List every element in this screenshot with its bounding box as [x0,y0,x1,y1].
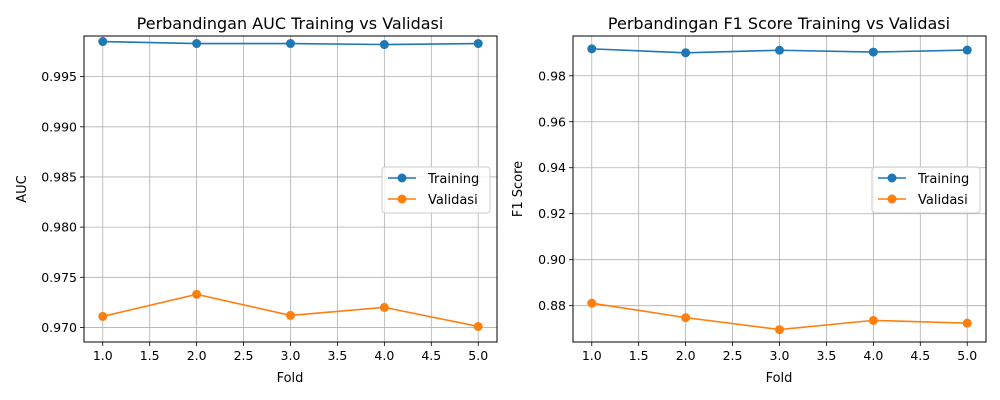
auc-validasi-point [98,311,108,321]
f1-y-tick-label: 0.92 [538,206,566,221]
auc-y-tick-label: 0.990 [41,119,77,134]
f1-series-points [587,44,972,335]
f1-x-tick-label: 3.5 [816,348,836,363]
auc-x-tick-label: 2.0 [187,348,207,363]
auc-x-tick-label: 3.5 [327,348,347,363]
f1-x-tick-label: 2.5 [723,348,743,363]
auc-legend-training-label: Training [427,172,479,187]
f1-x-tick-label: 2.0 [676,348,696,363]
auc-x-tick-label: 2.5 [234,348,254,363]
auc-legend-validasi-label: Validasi [428,193,478,208]
auc-chart: Perbandingan AUC Training vs Validasi 1.… [15,14,498,386]
f1-y-tick-label: 0.90 [538,252,566,267]
f1-y-tick-label: 0.96 [538,114,566,129]
auc-series-points [98,37,483,331]
f1-legend-training-marker [887,173,897,183]
f1-training-point [962,45,972,55]
auc-x-tick-label: 1.5 [140,348,160,363]
f1-x-tick-label: 4.5 [910,348,930,363]
auc-validasi-point [192,289,202,299]
f1-validasi-point [681,313,691,323]
auc-chart-title: Perbandingan AUC Training vs Validasi [137,14,444,33]
f1-x-axis-label: Fold [766,371,793,386]
auc-training-point [379,40,389,50]
f1-legend: Training Validasi [871,166,981,214]
f1-x-ticks: 1.0 1.5 2.0 2.5 3.0 3.5 4.0 4.5 5.0 [582,342,977,363]
auc-x-tick-label: 1.0 [93,348,113,363]
auc-legend-validasi-marker [397,194,407,204]
f1-training-point [681,48,691,58]
auc-y-tick-label: 0.995 [41,69,77,84]
auc-x-tick-label: 3.0 [281,348,301,363]
f1-x-tick-label: 4.0 [863,348,883,363]
f1-y-tick-label: 0.88 [538,298,566,313]
auc-validasi-point [473,321,483,331]
f1-training-point [868,47,878,57]
auc-legend-training-marker [397,173,407,183]
auc-validasi-point [286,310,295,320]
f1-validasi-point [868,315,878,325]
f1-chart-title: Perbandingan F1 Score Training vs Valida… [608,14,950,33]
f1-x-tick-label: 3.0 [770,348,790,363]
f1-validasi-point [962,318,972,328]
auc-x-ticks: 1.0 1.5 2.0 2.5 3.0 3.5 4.0 4.5 5.0 [93,342,488,363]
f1-y-axis-label: F1 Score [511,161,526,217]
auc-training-point [192,39,202,49]
auc-x-tick-label: 4.0 [374,348,394,363]
auc-y-tick-label: 0.980 [41,220,77,235]
f1-y-tick-label: 0.98 [538,68,566,83]
f1-x-tick-label: 5.0 [957,348,977,363]
f1-legend-validasi-label: Validasi [918,193,968,208]
f1-legend-training-label: Training [917,172,969,187]
auc-training-point [98,37,108,47]
auc-training-point [286,39,295,49]
auc-training-point [473,39,483,49]
auc-x-tick-label: 5.0 [468,348,488,363]
auc-x-axis-label: Fold [277,371,304,386]
auc-validasi-point [379,302,389,312]
auc-legend: Training Validasi [381,166,491,214]
f1-legend-validasi-marker [887,194,897,204]
f1-validasi-point [775,325,784,335]
auc-y-axis-label: AUC [15,175,30,203]
f1-x-tick-label: 1.5 [629,348,649,363]
auc-y-ticks: 0.970 0.975 0.980 0.985 0.990 0.995 [41,69,84,335]
auc-x-tick-label: 4.5 [421,348,441,363]
f1-x-tick-label: 1.0 [582,348,602,363]
f1-validasi-point [587,298,597,308]
auc-y-tick-label: 0.975 [41,270,77,285]
f1-chart: Perbandingan F1 Score Training vs Valida… [511,14,987,386]
f1-y-tick-label: 0.94 [538,160,566,175]
f1-training-point [775,45,784,55]
f1-y-ticks: 0.88 0.90 0.92 0.94 0.96 0.98 [538,68,573,313]
auc-y-tick-label: 0.970 [41,320,77,335]
auc-y-tick-label: 0.985 [41,169,77,184]
f1-training-point [587,44,597,54]
